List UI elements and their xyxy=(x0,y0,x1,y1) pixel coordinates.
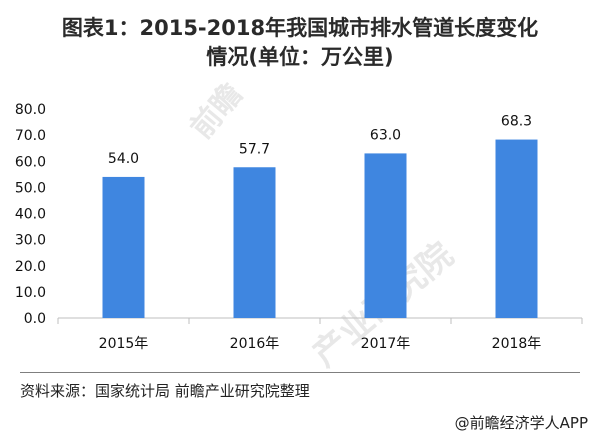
y-tick-label: 10.0 xyxy=(15,285,46,301)
value-labels: 54.0 57.7 63.0 68.3 xyxy=(108,114,532,167)
chart-title: 图表1：2015-2018年我国城市排水管道长度变化 情况(单位：万公里) xyxy=(0,14,600,72)
bar-series xyxy=(102,139,538,318)
x-tick-label: 2016年 xyxy=(230,336,280,352)
bar-value-label: 57.7 xyxy=(239,141,270,157)
bar-value-label: 68.3 xyxy=(501,114,532,130)
bar-value-label: 63.0 xyxy=(370,127,401,143)
y-axis: 0.0 10.0 20.0 30.0 40.0 50.0 60.0 70.0 80.0 xyxy=(15,102,46,327)
y-tick-label: 40.0 xyxy=(15,207,46,223)
bar-value-label: 54.0 xyxy=(108,151,139,167)
source-divider xyxy=(20,372,580,373)
y-tick-label: 60.0 xyxy=(15,154,46,170)
chart-title-line-2: 情况(单位：万公里) xyxy=(206,45,394,69)
x-tick-label: 2015年 xyxy=(99,336,149,352)
y-tick-label: 80.0 xyxy=(15,102,46,118)
source-note: 资料来源：国家统计局 前瞻产业研究院整理 xyxy=(20,382,310,400)
bar-chart: 0.0 10.0 20.0 30.0 40.0 50.0 60.0 70.0 80.0 2015… xyxy=(15,102,583,352)
x-axis: 2015年 2016年 2017年 2018年 xyxy=(57,317,583,352)
y-tick-label: 20.0 xyxy=(15,259,46,275)
bar xyxy=(102,176,145,318)
credit-note: @前瞻经济学人APP xyxy=(454,414,588,432)
x-tick-label: 2018年 xyxy=(492,336,542,352)
y-tick-label: 50.0 xyxy=(15,180,46,196)
bar xyxy=(233,167,276,318)
x-tick-label: 2017年 xyxy=(361,336,411,352)
y-tick-label: 30.0 xyxy=(15,233,46,249)
y-tick-label: 70.0 xyxy=(15,128,46,144)
y-tick-label: 0.0 xyxy=(24,311,46,327)
chart-title-line-1: 图表1：2015-2018年我国城市排水管道长度变化 xyxy=(61,16,539,40)
bar xyxy=(495,139,538,318)
bar xyxy=(364,153,407,318)
